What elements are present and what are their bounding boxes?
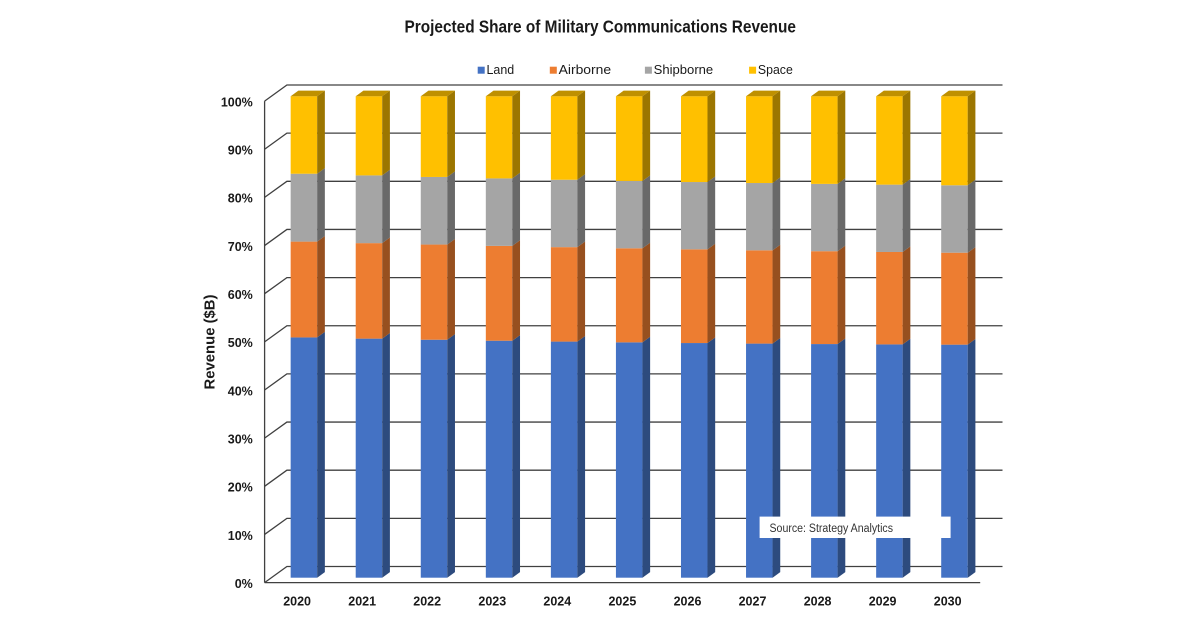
svg-text:10%: 10% xyxy=(228,529,253,543)
svg-text:Airborne: Airborne xyxy=(559,63,612,77)
svg-text:2023: 2023 xyxy=(478,595,506,609)
svg-text:2024: 2024 xyxy=(543,595,571,609)
svg-text:20%: 20% xyxy=(228,481,253,495)
svg-text:2028: 2028 xyxy=(804,595,832,609)
svg-text:50%: 50% xyxy=(228,336,253,350)
svg-text:30%: 30% xyxy=(228,432,253,446)
svg-text:2029: 2029 xyxy=(869,595,897,609)
svg-text:60%: 60% xyxy=(228,288,253,302)
svg-text:70%: 70% xyxy=(228,240,253,254)
svg-text:Land: Land xyxy=(487,63,515,77)
svg-text:Projected Share of Military Co: Projected Share of Military Communicatio… xyxy=(405,17,797,37)
svg-text:90%: 90% xyxy=(228,144,253,158)
svg-text:2030: 2030 xyxy=(934,595,962,609)
svg-text:2027: 2027 xyxy=(739,595,767,609)
svg-text:80%: 80% xyxy=(228,192,253,206)
svg-text:2025: 2025 xyxy=(608,595,636,609)
svg-text:40%: 40% xyxy=(228,384,253,398)
svg-text:Shipborne: Shipborne xyxy=(654,63,714,77)
svg-text:Source: Strategy Analytics: Source: Strategy Analytics xyxy=(770,523,894,535)
svg-text:100%: 100% xyxy=(221,95,253,109)
svg-text:Revenue ($B): Revenue ($B) xyxy=(201,294,218,389)
svg-text:2020: 2020 xyxy=(283,595,311,609)
svg-text:2022: 2022 xyxy=(413,595,441,609)
svg-text:Space: Space xyxy=(758,63,793,77)
svg-text:0%: 0% xyxy=(235,577,253,591)
svg-text:2021: 2021 xyxy=(348,595,376,609)
svg-text:2026: 2026 xyxy=(674,595,702,609)
